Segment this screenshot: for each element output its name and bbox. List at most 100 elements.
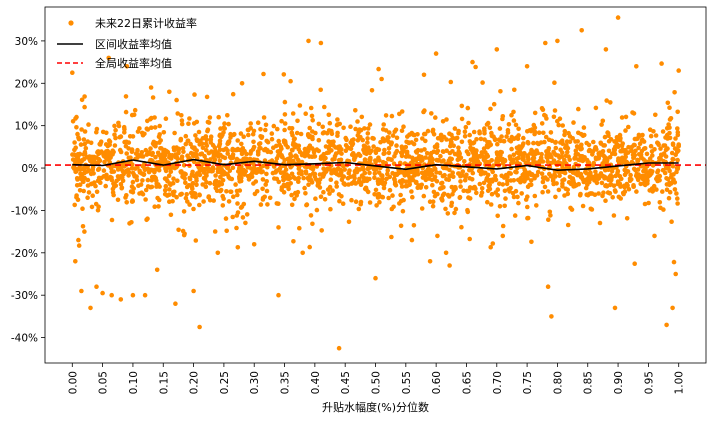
scatter-point bbox=[367, 122, 373, 127]
scatter-point bbox=[627, 176, 633, 181]
scatter-point bbox=[85, 177, 91, 183]
scatter-point bbox=[306, 182, 311, 187]
scatter-point bbox=[310, 136, 315, 142]
scatter-point bbox=[250, 131, 256, 137]
scatter-point bbox=[208, 140, 214, 145]
scatter-point bbox=[239, 175, 244, 181]
scatter-point bbox=[672, 187, 678, 192]
scatter-point bbox=[497, 204, 503, 209]
scatter-point bbox=[669, 150, 675, 156]
scatter-point bbox=[451, 174, 456, 179]
scatter-point bbox=[322, 104, 327, 110]
scatter-point bbox=[399, 128, 405, 133]
scatter-point bbox=[295, 118, 300, 124]
scatter-point bbox=[238, 205, 244, 210]
scatter-point bbox=[393, 127, 399, 133]
scatter-point bbox=[588, 191, 593, 196]
scatter-point bbox=[585, 182, 590, 187]
scatter-point bbox=[320, 124, 326, 130]
scatter-point bbox=[513, 169, 518, 175]
scatter-point bbox=[459, 139, 465, 145]
scatter-point bbox=[493, 173, 498, 179]
scatter-point bbox=[260, 163, 266, 169]
scatter-point bbox=[473, 64, 478, 70]
scatter-point bbox=[308, 165, 314, 171]
scatter-point bbox=[485, 139, 490, 145]
scatter-point bbox=[620, 190, 626, 196]
scatter-point bbox=[405, 172, 411, 178]
scatter-point bbox=[225, 113, 230, 118]
scatter-point bbox=[145, 177, 151, 183]
scatter-point bbox=[599, 122, 604, 127]
scatter-point bbox=[243, 220, 248, 226]
scatter-point bbox=[334, 171, 340, 177]
legend-scatter-marker bbox=[68, 20, 74, 26]
scatter-point bbox=[541, 130, 546, 136]
scatter-point bbox=[198, 152, 203, 157]
scatter-point bbox=[563, 153, 569, 158]
scatter-point bbox=[116, 120, 121, 126]
scatter-point bbox=[277, 142, 282, 147]
scatter-point bbox=[309, 113, 315, 119]
scatter-point bbox=[508, 139, 514, 144]
scatter-point bbox=[275, 126, 280, 132]
scatter-point bbox=[221, 170, 227, 175]
scatter-point bbox=[657, 173, 663, 179]
scatter-point bbox=[97, 158, 103, 163]
scatter-point bbox=[578, 146, 583, 152]
scatter-point bbox=[548, 160, 554, 166]
scatter-point bbox=[213, 173, 218, 178]
scatter-point bbox=[623, 114, 629, 120]
scatter-point bbox=[342, 182, 348, 187]
scatter-point bbox=[606, 177, 611, 183]
scatter-point bbox=[666, 165, 671, 171]
scatter-point bbox=[110, 148, 115, 153]
scatter-point bbox=[508, 171, 513, 176]
scatter-point bbox=[675, 201, 680, 206]
scatter-point bbox=[344, 137, 349, 143]
scatter-point bbox=[604, 98, 609, 103]
scatter-point bbox=[353, 199, 359, 204]
scatter-point bbox=[529, 172, 535, 177]
scatter-point bbox=[230, 155, 236, 161]
scatter-point bbox=[440, 149, 446, 154]
scatter-point bbox=[192, 92, 197, 97]
scatter-point bbox=[269, 136, 275, 142]
scatter-point bbox=[671, 259, 677, 265]
scatter-point bbox=[366, 126, 371, 131]
x-tick-label: 0.35 bbox=[280, 371, 292, 394]
scatter-point bbox=[326, 128, 332, 133]
scatter-point bbox=[263, 127, 268, 133]
scatter-point bbox=[382, 147, 387, 153]
scatter-point bbox=[226, 121, 231, 127]
scatter-point bbox=[490, 241, 496, 246]
scatter-point bbox=[666, 195, 672, 201]
scatter-point bbox=[309, 180, 315, 185]
scatter-point bbox=[327, 167, 333, 172]
scatter-point bbox=[301, 175, 306, 181]
x-tick-label: 0.60 bbox=[431, 371, 443, 394]
scatter-point bbox=[178, 136, 184, 142]
scatter-point bbox=[516, 126, 521, 132]
scatter-point bbox=[398, 150, 404, 155]
scatter-point bbox=[77, 182, 83, 187]
scatter-point bbox=[188, 190, 194, 196]
scatter-point bbox=[675, 109, 680, 115]
scatter-point bbox=[571, 120, 576, 125]
scatter-point bbox=[172, 130, 177, 136]
scatter-point bbox=[204, 143, 210, 148]
scatter-point bbox=[162, 153, 168, 158]
scatter-point bbox=[528, 151, 533, 156]
scatter-point bbox=[258, 146, 263, 151]
scatter-point bbox=[341, 125, 346, 131]
scatter-point bbox=[494, 47, 500, 52]
scatter-point bbox=[387, 130, 392, 135]
scatter-point bbox=[163, 166, 168, 172]
scatter-point bbox=[117, 134, 122, 140]
scatter-point bbox=[380, 127, 386, 132]
scatter-point bbox=[357, 127, 362, 132]
scatter-point bbox=[556, 122, 561, 128]
scatter-point bbox=[78, 171, 83, 177]
scatter-point bbox=[369, 88, 375, 93]
